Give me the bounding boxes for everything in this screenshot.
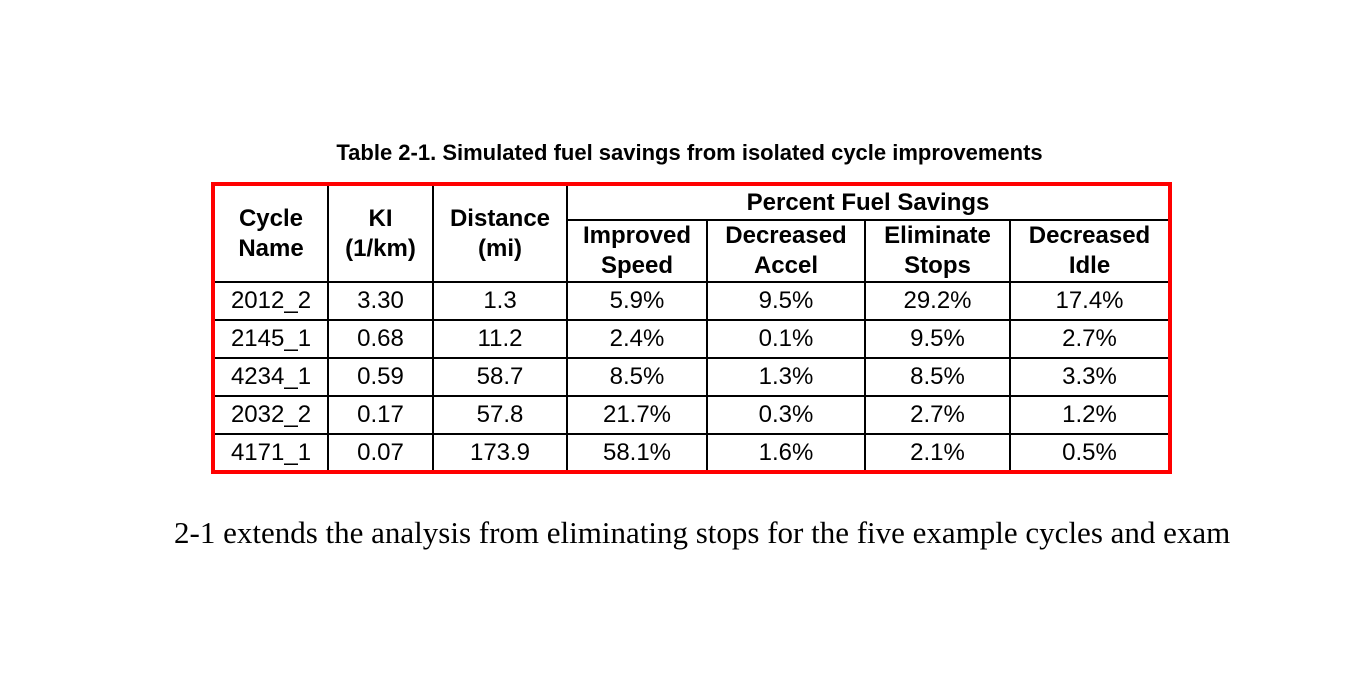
cell-decreased-idle: 17.4% [1008,281,1172,321]
cell-improved-speed: 21.7% [566,395,708,435]
cell-decreased-accel: 0.3% [706,395,866,435]
cell-distance: 173.9 [432,433,568,473]
cell-decreased-idle: 1.2% [1008,395,1172,435]
cell-distance: 11.2 [432,319,568,359]
cell-cycle-name: 2145_1 [212,319,329,359]
cell-eliminate-stops: 9.5% [864,319,1011,359]
cell-decreased-accel: 9.5% [706,281,866,321]
cell-eliminate-stops: 2.1% [864,433,1011,473]
cell-ki: 0.17 [327,395,434,435]
cell-decreased-idle: 0.5% [1008,433,1172,473]
cell-decreased-idle: 3.3% [1008,357,1172,397]
cell-decreased-accel: 0.1% [706,319,866,359]
cell-improved-speed: 58.1% [566,433,708,473]
cell-cycle-name: 2012_2 [212,281,329,321]
body-paragraph: 2-1 extends the analysis from eliminatin… [174,515,1231,550]
col-header-decreased-accel: Decreased Accel [706,219,866,283]
fuel-savings-table: Cycle Name KI (1/km) Distance (mi) Perce… [211,182,1173,474]
cell-improved-speed: 8.5% [566,357,708,397]
cell-ki: 0.68 [327,319,434,359]
cell-distance: 58.7 [432,357,568,397]
cell-cycle-name: 2032_2 [212,395,329,435]
col-header-decreased-idle: Decreased Idle [1008,219,1172,283]
cell-decreased-accel: 1.6% [706,433,866,473]
col-header-improved-speed: Improved Speed [566,219,708,283]
cell-decreased-idle: 2.7% [1008,319,1172,359]
col-header-ki: KI (1/km) [327,183,434,283]
cell-ki: 0.07 [327,433,434,473]
cell-distance: 57.8 [432,395,568,435]
cell-cycle-name: 4171_1 [212,433,329,473]
col-header-eliminate-stops: Eliminate Stops [864,219,1011,283]
cell-ki: 0.59 [327,357,434,397]
col-group-header-percent-fuel-savings: Percent Fuel Savings [565,183,1172,221]
cell-ki: 3.30 [327,281,434,321]
header-row-sub: Improved Speed Decreased Accel Eliminate… [213,219,1172,283]
cell-improved-speed: 2.4% [566,319,708,359]
table-row: 4171_1 0.07 173.9 58.1% 1.6% 2.1% 0.5% [212,433,1172,473]
col-header-distance: Distance (mi) [432,183,568,283]
table-row: 2032_2 0.17 57.8 21.7% 0.3% 2.7% 1.2% [212,395,1172,435]
col-header-cycle-name: Cycle Name [212,183,329,283]
cell-cycle-name: 4234_1 [212,357,329,397]
table-row: 4234_1 0.59 58.7 8.5% 1.3% 8.5% 3.3% [212,357,1172,397]
cell-eliminate-stops: 8.5% [864,357,1011,397]
table-caption: Table 2-1. Simulated fuel savings from i… [336,140,1043,165]
cell-decreased-accel: 1.3% [706,357,866,397]
cell-improved-speed: 5.9% [566,281,708,321]
cell-eliminate-stops: 29.2% [864,281,1011,321]
header-row-group: Cycle Name KI (1/km) Distance (mi) Perce… [212,183,1172,283]
cell-distance: 1.3 [432,281,568,321]
table-row: 2012_2 3.30 1.3 5.9% 9.5% 29.2% 17.4% [212,281,1172,321]
table-row: 2145_1 0.68 11.2 2.4% 0.1% 9.5% 2.7% [212,319,1172,359]
cell-eliminate-stops: 2.7% [864,395,1011,435]
